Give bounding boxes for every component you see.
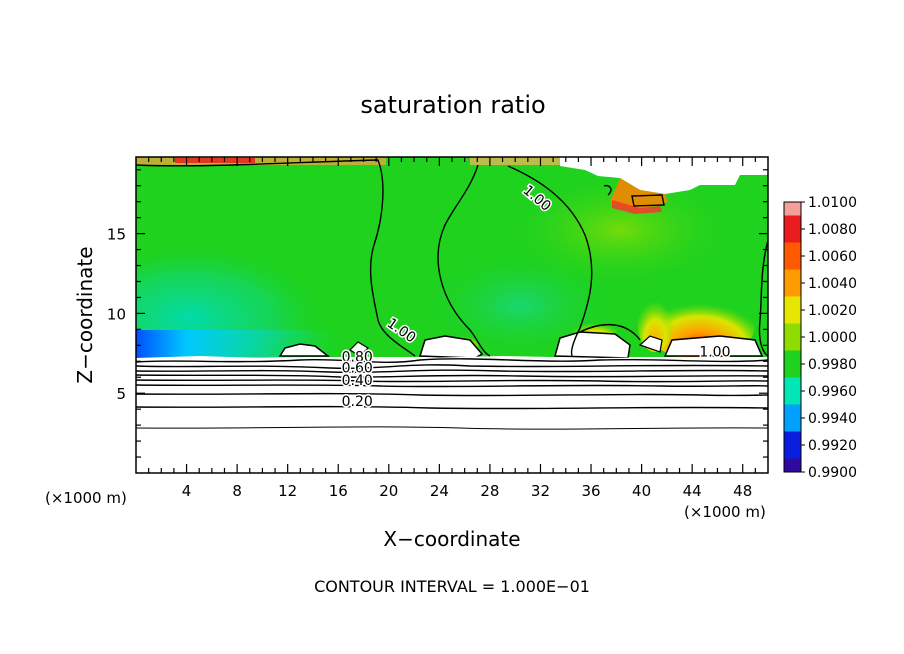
colorbar-swatch bbox=[784, 404, 801, 418]
x-tick-label: 48 bbox=[733, 482, 752, 500]
colorbar-swatch bbox=[784, 283, 801, 297]
contour-0.30 bbox=[136, 392, 768, 397]
x-unit-left: (×1000 m) bbox=[45, 489, 127, 507]
contour-label: 0.60 bbox=[342, 360, 373, 376]
x-tick-label: 4 bbox=[182, 482, 192, 500]
colorbar-swatch bbox=[784, 242, 801, 256]
colorbar-swatch bbox=[784, 418, 801, 432]
plot-field bbox=[136, 157, 768, 473]
x-tick-label: 32 bbox=[531, 482, 550, 500]
contour-0.80 bbox=[136, 364, 768, 370]
contour-1.00-top-right bbox=[603, 184, 665, 207]
colorbar-swatch bbox=[784, 256, 801, 270]
x-unit-right: (×1000 m) bbox=[684, 503, 766, 521]
contour-label: 1.00 bbox=[699, 344, 730, 360]
colorbar-swatch bbox=[784, 391, 801, 405]
contour-0.20 bbox=[136, 405, 768, 410]
contour-lines bbox=[136, 159, 768, 430]
colorbar-swatch bbox=[784, 229, 801, 243]
x-tick-label: 44 bbox=[683, 482, 702, 500]
colorbar-swatch bbox=[784, 310, 801, 324]
contour-interval-footer: CONTOUR INTERVAL = 1.000E−01 bbox=[314, 577, 590, 596]
colorbar-level-label: 0.9960 bbox=[808, 384, 857, 400]
contour-1.00-left bbox=[136, 159, 416, 357]
y-axis: 5 10 15 bbox=[107, 169, 768, 458]
colorbar-swatch bbox=[784, 377, 801, 391]
cloud-hole-5 bbox=[349, 341, 369, 357]
top-warm-edge bbox=[610, 178, 668, 210]
field-lime-patch bbox=[500, 170, 740, 290]
colorbar-swatch bbox=[784, 445, 801, 459]
cloud-hole-4 bbox=[663, 335, 764, 357]
colorbar-level-label: 1.0060 bbox=[808, 249, 857, 265]
contour-1.00-cloud-right bbox=[579, 323, 641, 341]
top-cloud-region bbox=[560, 157, 768, 194]
y-tick-label: 10 bbox=[107, 305, 126, 323]
colorbar-swatch bbox=[784, 296, 801, 310]
colorbar-swatch bbox=[784, 337, 801, 351]
colorbar-level-label: 0.9980 bbox=[808, 357, 857, 373]
colorbar-swatch bbox=[784, 215, 801, 229]
x-tick-label: 20 bbox=[379, 482, 398, 500]
x-tick-label: 28 bbox=[480, 482, 499, 500]
x-tick-label: 16 bbox=[329, 482, 348, 500]
y-tick-label: 15 bbox=[107, 226, 126, 244]
x-axis: 4 8 12 16 20 24 28 32 36 40 44 48 bbox=[148, 157, 756, 500]
subsaturated-region bbox=[136, 356, 768, 473]
colorbar-level-label: 1.0000 bbox=[808, 330, 857, 346]
contour-labels: 1.001.001.000.800.600.400.20 bbox=[340, 181, 732, 411]
y-axis-label: Z−coordinate bbox=[73, 246, 97, 383]
colorbar-level-label: 1.0100 bbox=[808, 195, 857, 211]
x-axis-label: X−coordinate bbox=[383, 527, 520, 551]
x-tick-label: 12 bbox=[278, 482, 297, 500]
colorbar: 1.0100 1.0080 1.0060 1.0040 1.0020 1.0000 0.99… bbox=[783, 195, 857, 481]
contour-1.00-middle bbox=[437, 164, 491, 357]
field-warm-mid bbox=[637, 288, 673, 352]
colorbar-level-label: 0.9900 bbox=[808, 465, 857, 481]
x-tick-label: 36 bbox=[581, 482, 600, 500]
contour-0.10 bbox=[136, 426, 768, 430]
cloud-hole-6 bbox=[638, 335, 663, 353]
top-warm-edge-2 bbox=[612, 200, 662, 214]
colorbar-swatch bbox=[784, 364, 801, 378]
colorbar-swatch bbox=[784, 458, 801, 472]
cloud-hole-1 bbox=[278, 343, 331, 357]
chart-title: saturation ratio bbox=[360, 91, 545, 119]
colorbar-swatch bbox=[784, 323, 801, 337]
cloud-hole-3 bbox=[554, 331, 631, 359]
colorbar-level-label: 1.0080 bbox=[808, 222, 857, 238]
contour-label: 0.80 bbox=[342, 349, 373, 365]
colorbar-level-label: 0.9920 bbox=[808, 438, 857, 454]
contour-0.90 bbox=[136, 358, 768, 363]
contour-1.00-far-right bbox=[758, 239, 768, 357]
contour-label: 0.20 bbox=[342, 394, 373, 410]
contour-0.60 bbox=[136, 374, 768, 378]
contour-0.40 bbox=[136, 384, 768, 388]
colorbar-level-label: 1.0020 bbox=[808, 303, 857, 319]
contour-0.70 bbox=[136, 369, 768, 374]
colorbar-swatch bbox=[784, 269, 801, 283]
contour-1.00-right bbox=[507, 165, 593, 357]
x-tick-label: 24 bbox=[430, 482, 449, 500]
contour-0.50 bbox=[136, 379, 768, 383]
colorbar-level-label: 0.9940 bbox=[808, 411, 857, 427]
colorbar-swatch bbox=[784, 350, 801, 364]
contour-label: 0.40 bbox=[342, 373, 373, 389]
colorbar-swatch bbox=[784, 431, 801, 445]
y-tick-label: 5 bbox=[116, 385, 126, 403]
colorbar-swatch bbox=[784, 202, 801, 216]
x-tick-label: 8 bbox=[232, 482, 242, 500]
colorbar-level-label: 1.0040 bbox=[808, 276, 857, 292]
top-left-strip-red bbox=[175, 158, 255, 163]
x-tick-label: 40 bbox=[632, 482, 651, 500]
top-left-strip bbox=[136, 157, 386, 165]
